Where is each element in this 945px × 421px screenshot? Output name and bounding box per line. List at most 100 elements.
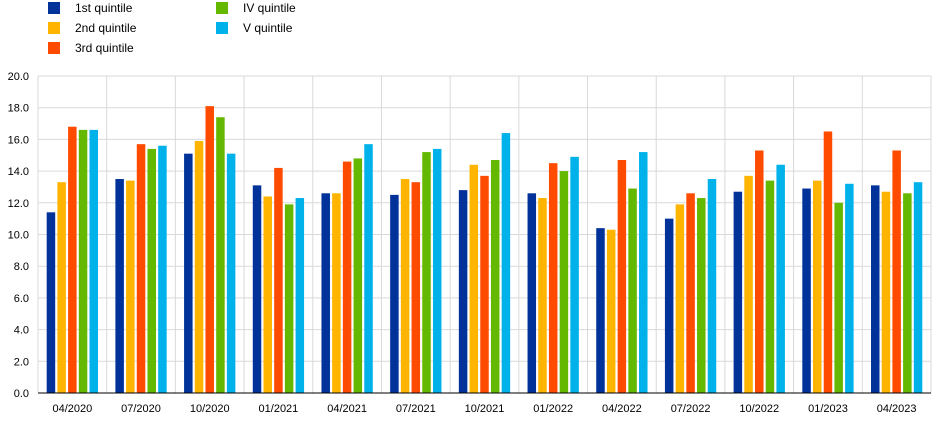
bar-1st-quintile xyxy=(458,190,468,393)
x-tick-label: 04/2023 xyxy=(877,403,917,415)
bar-1st-quintile xyxy=(115,179,124,393)
y-tick-label: 4.0 xyxy=(14,325,29,337)
y-tick-label: 20.0 xyxy=(8,71,29,83)
bar-2nd-quintile xyxy=(263,196,272,393)
bar-3rd-quintile xyxy=(686,193,695,393)
bar-1st-quintile xyxy=(390,194,399,393)
bar-2nd-quintile xyxy=(194,140,204,393)
bar-2nd-quintile xyxy=(126,180,135,393)
y-tick-label: 10.0 xyxy=(8,230,29,242)
legend-swatch xyxy=(216,22,228,34)
bar-iv-quintile xyxy=(216,117,225,394)
y-tick-label: 16.0 xyxy=(8,134,29,146)
x-tick-label: 04/2021 xyxy=(327,403,367,415)
bar-v-quintile xyxy=(364,144,373,393)
bar-2nd-quintile xyxy=(881,191,891,393)
y-tick-label: 14.0 xyxy=(8,166,29,178)
bar-3rd-quintile xyxy=(342,161,352,393)
bar-2nd-quintile xyxy=(332,193,341,393)
x-tick-label: 10/2020 xyxy=(190,403,230,415)
bar-2nd-quintile xyxy=(744,175,753,393)
bar-1st-quintile xyxy=(321,193,330,393)
y-tick-label: 8.0 xyxy=(14,261,29,273)
legend-label: IV quintile xyxy=(243,1,296,15)
bar-2nd-quintile xyxy=(57,182,66,393)
axes: 0.0 2.0 4.0 6.0 8.0 10.0 12.0 14.0 16.0 18.0 20.0 0… xyxy=(8,71,931,415)
bar-3rd-quintile xyxy=(548,163,558,393)
y-tick-label: 2.0 xyxy=(14,356,29,368)
bar-iv-quintile xyxy=(147,148,156,393)
legend-swatch xyxy=(48,22,60,34)
bar-2nd-quintile xyxy=(538,198,547,393)
bar-v-quintile xyxy=(295,198,305,393)
bars xyxy=(46,106,923,394)
x-tick-label: 01/2022 xyxy=(533,403,573,415)
bar-v-quintile xyxy=(570,156,579,393)
bar-3rd-quintile xyxy=(480,175,489,393)
bar-1st-quintile xyxy=(252,185,262,393)
legend-label: 3rd quintile xyxy=(75,41,134,55)
bar-iv-quintile xyxy=(284,204,294,393)
chart-legend: 1st quintile 2nd quintile 3rd quintile I… xyxy=(48,0,368,60)
bar-v-quintile xyxy=(707,179,717,393)
bar-v-quintile xyxy=(501,133,511,393)
legend-item-2nd-quintile: 2nd quintile xyxy=(48,18,136,38)
bar-2nd-quintile xyxy=(469,164,479,393)
legend-item-iv-quintile: IV quintile xyxy=(216,0,296,18)
bar-2nd-quintile xyxy=(675,204,685,393)
y-tick-label: 12.0 xyxy=(8,198,29,210)
x-tick-label: 04/2020 xyxy=(52,403,92,415)
legend-swatch xyxy=(48,42,60,54)
bar-1st-quintile xyxy=(527,193,537,393)
y-tick-label: 6.0 xyxy=(14,293,29,305)
bar-1st-quintile xyxy=(184,153,193,393)
x-tick-label: 07/2020 xyxy=(121,403,161,415)
x-tick-label: 01/2023 xyxy=(808,403,848,415)
legend-item-1st-quintile: 1st quintile xyxy=(48,0,132,18)
bar-2nd-quintile xyxy=(813,180,822,393)
bar-v-quintile xyxy=(913,182,923,393)
bar-iv-quintile xyxy=(559,171,569,393)
bar-3rd-quintile xyxy=(823,131,833,393)
bar-iv-quintile xyxy=(422,152,431,393)
legend-item-3rd-quintile: 3rd quintile xyxy=(48,38,134,58)
bar-2nd-quintile xyxy=(606,229,616,393)
bar-1st-quintile xyxy=(733,191,743,393)
bar-iv-quintile xyxy=(628,188,637,393)
x-tick-label: 01/2021 xyxy=(259,403,299,415)
bar-3rd-quintile xyxy=(68,126,77,393)
x-tick-label: 10/2021 xyxy=(465,403,505,415)
y-tick-label: 0.0 xyxy=(14,388,29,400)
bar-1st-quintile xyxy=(871,185,880,393)
bar-iv-quintile xyxy=(490,160,500,393)
legend-label: 2nd quintile xyxy=(75,21,137,35)
bar-v-quintile xyxy=(639,152,648,393)
bar-3rd-quintile xyxy=(205,106,214,394)
bar-3rd-quintile xyxy=(755,150,764,393)
legend-label: 1st quintile xyxy=(75,1,133,15)
bar-3rd-quintile xyxy=(617,160,627,393)
bar-iv-quintile xyxy=(78,129,88,393)
y-tick-label: 18.0 xyxy=(8,103,29,115)
x-tick-label: 04/2022 xyxy=(602,403,642,415)
bar-3rd-quintile xyxy=(892,150,901,393)
bar-iv-quintile xyxy=(697,198,706,393)
legend-label: V quintile xyxy=(243,21,293,35)
bar-v-quintile xyxy=(776,164,785,393)
bar-1st-quintile xyxy=(46,212,56,393)
bar-iv-quintile xyxy=(765,180,775,393)
bar-1st-quintile xyxy=(596,228,605,393)
legend-item-v-quintile: V quintile xyxy=(216,18,292,38)
bar-v-quintile xyxy=(158,145,167,393)
bar-v-quintile xyxy=(432,148,442,393)
bar-3rd-quintile xyxy=(411,182,421,393)
bar-v-quintile xyxy=(89,129,98,393)
bar-2nd-quintile xyxy=(400,179,410,393)
bar-3rd-quintile xyxy=(136,144,146,393)
bar-iv-quintile xyxy=(353,158,363,393)
bar-1st-quintile xyxy=(664,218,674,393)
bar-iv-quintile xyxy=(903,193,912,393)
bar-v-quintile xyxy=(845,183,854,393)
x-tick-label: 07/2021 xyxy=(396,403,436,415)
